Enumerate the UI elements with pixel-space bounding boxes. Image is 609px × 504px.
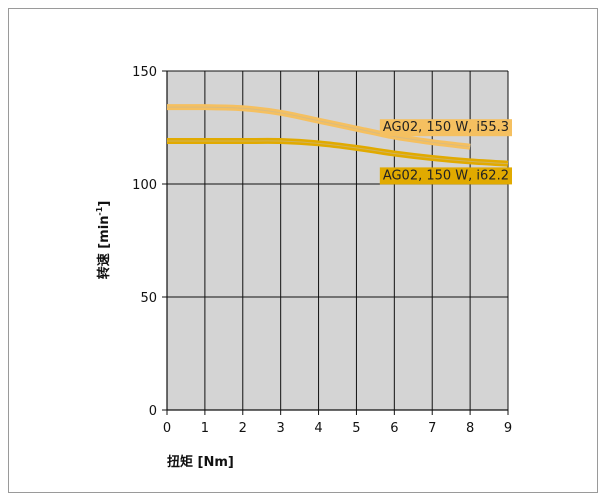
y-axis-title: 转速 [min-1] [95, 201, 112, 280]
series-label-background [379, 167, 512, 185]
x-axis-title: 扭矩 [Nm] [167, 454, 234, 470]
x-tick-label: 2 [239, 421, 247, 436]
series-label: AG02, 150 W, i55.3 [379, 119, 512, 137]
series-line-highlight [166, 106, 471, 148]
y-axis-title-close: ] [97, 201, 112, 207]
axes [162, 70, 509, 415]
series-line-highlight [167, 140, 509, 165]
x-tick-label: 9 [504, 421, 512, 436]
y-tick-label: 100 [132, 178, 157, 193]
y-tick-label: 0 [149, 404, 157, 419]
y-tick-label: 150 [132, 65, 157, 80]
series-label-text: AG02, 150 W, i62.2 [383, 168, 509, 183]
x-tick-label: 4 [314, 421, 322, 436]
x-tick-label: 3 [277, 421, 285, 436]
y-axis-title-exponent: -1 [95, 206, 104, 215]
tick-labels: 0 1 2 3 4 5 6 7 8 9 0 50 100 150 [132, 65, 512, 436]
y-tick-label: 50 [140, 291, 157, 306]
x-tick-label: 7 [428, 421, 436, 436]
series-label-text: AG02, 150 W, i55.3 [383, 120, 509, 135]
series-label: AG02, 150 W, i62.2 [379, 167, 512, 185]
x-tick-label: 5 [352, 421, 360, 436]
x-tick-label: 6 [390, 421, 398, 436]
series-layer: AG02, 150 W, i55.3 AG02, 150 W, i62.2 [166, 104, 512, 185]
x-tick-label: 8 [466, 421, 474, 436]
series-label-background [379, 119, 512, 137]
x-tick-label: 1 [201, 421, 209, 436]
y-axis-title-main: 转速 [min [96, 216, 112, 280]
x-tick-label: 0 [163, 421, 171, 436]
